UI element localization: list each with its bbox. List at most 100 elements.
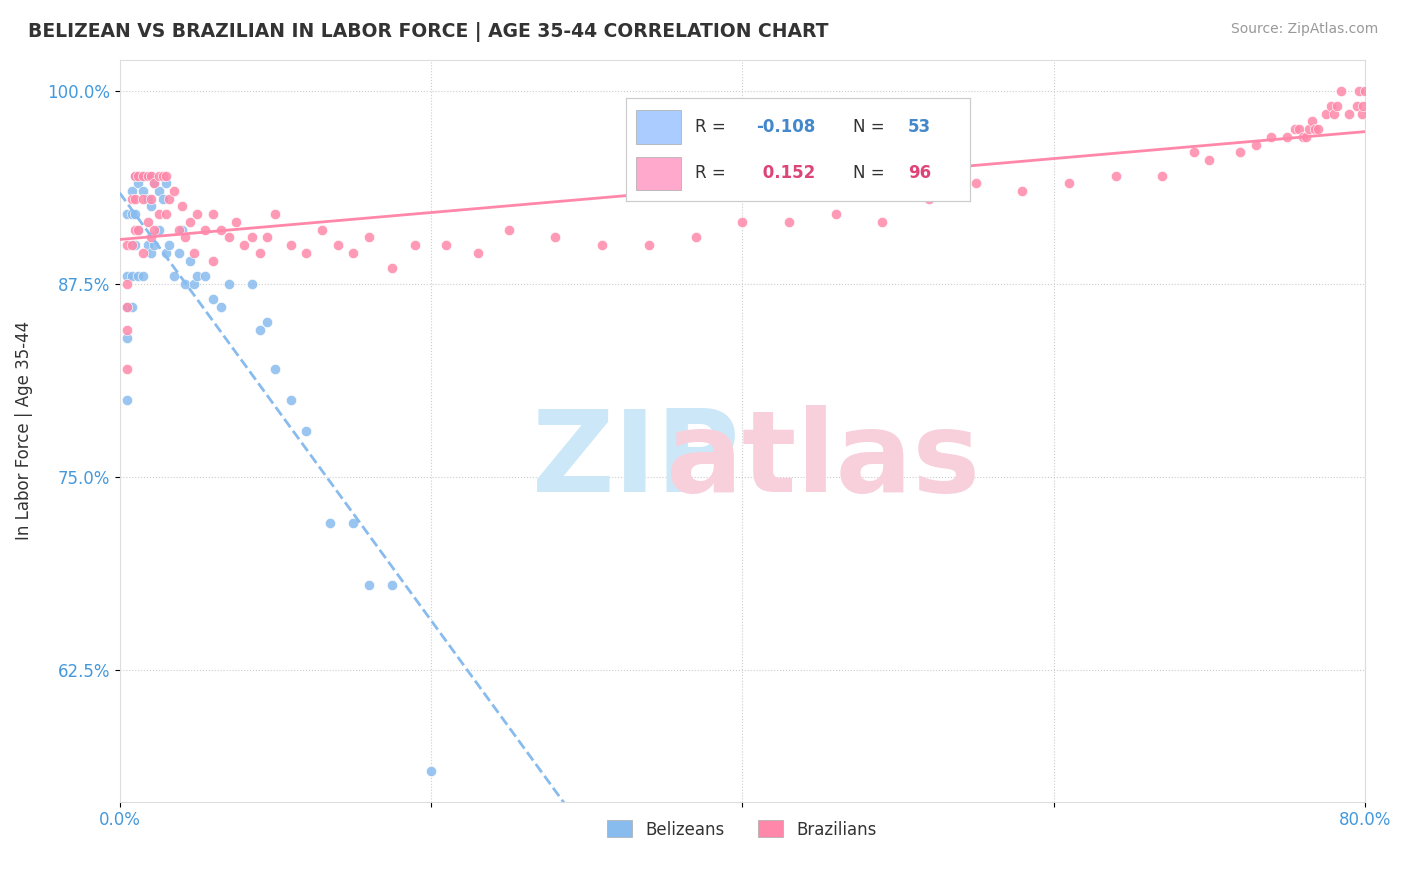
Point — [249, 323, 271, 337]
Point — [311, 222, 333, 236]
Point — [1315, 106, 1337, 120]
Point — [1057, 176, 1080, 190]
Point — [121, 268, 143, 283]
Point — [381, 261, 404, 276]
Point — [194, 222, 217, 236]
Point — [1306, 122, 1329, 136]
Point — [1346, 99, 1368, 113]
Point — [357, 230, 380, 244]
Point — [136, 192, 159, 206]
Point — [139, 199, 162, 213]
Point — [179, 215, 201, 229]
Point — [467, 245, 489, 260]
Point — [218, 277, 240, 291]
Point — [201, 253, 224, 268]
Point — [132, 169, 155, 183]
Point — [256, 315, 278, 329]
Point — [218, 230, 240, 244]
Point — [1319, 99, 1341, 113]
Point — [148, 207, 170, 221]
Point — [174, 277, 197, 291]
Point — [295, 424, 318, 438]
Point — [1229, 145, 1251, 160]
Point — [117, 331, 139, 345]
Point — [965, 176, 987, 190]
Bar — [636, 157, 681, 190]
Point — [1244, 137, 1267, 152]
Point — [148, 184, 170, 198]
Point — [1350, 106, 1372, 120]
Point — [404, 238, 426, 252]
Point — [295, 245, 318, 260]
Point — [127, 268, 149, 283]
Point — [163, 268, 186, 283]
Point — [1347, 83, 1369, 97]
Point — [117, 238, 139, 252]
Point — [225, 215, 247, 229]
Point — [824, 207, 846, 221]
Point — [139, 192, 162, 206]
Point — [1354, 83, 1376, 97]
Legend: Belizeans, Brazilians: Belizeans, Brazilians — [600, 814, 884, 846]
Point — [1105, 169, 1128, 183]
Point — [186, 268, 208, 283]
Point — [342, 245, 364, 260]
Point — [264, 361, 287, 376]
Point — [1284, 122, 1306, 136]
Point — [1152, 169, 1174, 183]
Point — [157, 238, 180, 252]
Point — [1353, 99, 1375, 113]
Point — [240, 230, 263, 244]
Point — [1288, 122, 1310, 136]
Point — [201, 292, 224, 306]
Point — [1301, 114, 1323, 128]
Point — [731, 215, 754, 229]
Point — [872, 215, 894, 229]
Point — [1011, 184, 1033, 198]
Point — [148, 222, 170, 236]
Point — [139, 245, 162, 260]
Point — [132, 192, 155, 206]
Point — [179, 253, 201, 268]
Point — [148, 169, 170, 183]
Point — [174, 230, 197, 244]
Point — [155, 169, 177, 183]
Point — [142, 222, 165, 236]
Point — [127, 222, 149, 236]
Point — [124, 169, 146, 183]
Point — [170, 222, 193, 236]
Point — [152, 192, 174, 206]
Point — [155, 245, 177, 260]
Point — [121, 207, 143, 221]
Text: 53: 53 — [908, 118, 931, 136]
Point — [209, 300, 232, 314]
Point — [124, 169, 146, 183]
Point — [280, 392, 302, 407]
Point — [357, 578, 380, 592]
Point — [117, 361, 139, 376]
Point — [155, 207, 177, 221]
Point — [1323, 106, 1346, 120]
Point — [498, 222, 520, 236]
Point — [121, 300, 143, 314]
Bar — [636, 111, 681, 145]
Point — [591, 238, 613, 252]
Point — [142, 176, 165, 190]
Point — [209, 222, 232, 236]
Point — [256, 230, 278, 244]
Text: R =: R = — [695, 164, 731, 182]
Point — [1182, 145, 1205, 160]
Text: 0.152: 0.152 — [756, 164, 815, 182]
Point — [319, 516, 342, 531]
Point — [436, 238, 458, 252]
Point — [121, 184, 143, 198]
Point — [170, 199, 193, 213]
Point — [124, 207, 146, 221]
Point — [194, 268, 217, 283]
Point — [326, 238, 349, 252]
Point — [136, 169, 159, 183]
Point — [342, 516, 364, 531]
Point — [1330, 83, 1353, 97]
Point — [163, 184, 186, 198]
Point — [249, 245, 271, 260]
